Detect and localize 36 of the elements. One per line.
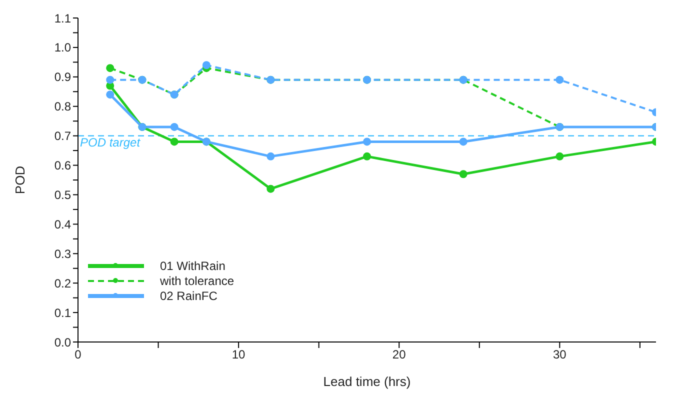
legend-label: with tolerance: [160, 274, 234, 288]
ref-line-label: POD target: [80, 135, 141, 150]
x-tick-label: 30: [552, 348, 567, 362]
point: [266, 152, 275, 160]
point: [459, 138, 468, 146]
y-tick-label: 0.2: [54, 276, 72, 290]
x-tick-label: 0: [74, 348, 82, 362]
y-tick-label: 0.1: [54, 306, 72, 320]
y-tick-label: 0.7: [54, 129, 72, 144]
point: [363, 152, 371, 160]
x-tick-label: 10: [232, 348, 246, 362]
y-tick-label: 0.6: [54, 158, 72, 173]
y-tick-label: 0.3: [54, 246, 72, 261]
point: [170, 122, 178, 131]
point: [363, 138, 371, 146]
point: [556, 152, 564, 160]
point: [170, 138, 178, 146]
y-tick-label: 0.8: [54, 100, 72, 114]
y-tick-label: 0.0: [54, 335, 72, 350]
point: [202, 61, 210, 70]
y-tick-label: 1.1: [54, 11, 72, 26]
point: [106, 76, 114, 84]
point: [266, 184, 275, 193]
legend-label: 02 RainFC: [160, 288, 218, 302]
point: [106, 90, 114, 99]
point: [459, 170, 468, 178]
y-tick-label: 0.4: [54, 217, 72, 232]
legend-label: 01 WithRain: [160, 258, 226, 272]
y-tick-label: 0.9: [54, 70, 72, 84]
point: [106, 64, 114, 72]
y-tick-label: 0.5: [54, 188, 72, 202]
x-tick-label: 20: [392, 348, 406, 362]
y-tick-label: 1.0: [54, 40, 72, 55]
y-axis-title: POD: [12, 166, 28, 194]
x-axis-title: Lead time (hrs): [323, 374, 411, 389]
point: [556, 76, 564, 84]
